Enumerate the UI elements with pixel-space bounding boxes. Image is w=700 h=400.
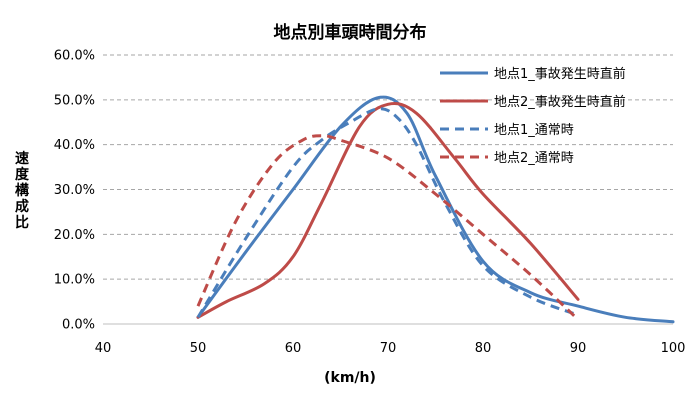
y-tick-label: 0.0%	[62, 318, 95, 333]
y-tick-label: 50.0%	[54, 93, 95, 108]
y-tick-label: 40.0%	[54, 138, 95, 153]
x-tick-label: 100	[661, 341, 686, 356]
series-lines	[196, 95, 675, 324]
series-line-3	[196, 107, 579, 319]
y-tick-label: 10.0%	[54, 273, 95, 288]
legend-label-3: 地点1_通常時	[494, 123, 574, 138]
y-axis-label-char: 速	[15, 150, 29, 167]
legend-label-1: 地点1_事故発生時直前	[494, 66, 626, 82]
x-tick-label: 40	[95, 341, 112, 356]
y-axis-label-char: 構	[15, 182, 29, 199]
y-axis-label-char: 度	[15, 166, 30, 183]
legend-label-2: 地点2_事故発生時直前	[494, 94, 626, 110]
x-axis-label: (km/h)	[324, 370, 376, 386]
y-tick-label: 30.0%	[54, 183, 95, 198]
x-tick-label: 80	[475, 341, 492, 356]
x-tick-labels: 40 50 60 70 80 90 100	[95, 341, 686, 356]
grid	[103, 54, 673, 280]
x-tick-label: 50	[190, 341, 207, 356]
y-tick-label: 60.0%	[54, 49, 95, 64]
legend-label-4: 地点2_通常時	[494, 151, 574, 166]
y-axis-label-char: 比	[15, 214, 29, 231]
x-tick-label: 60	[285, 341, 302, 356]
y-tick-label: 20.0%	[54, 228, 95, 243]
x-tick-label: 90	[570, 341, 587, 356]
chart-title: 地点別車頭時間分布	[274, 22, 427, 43]
series-line-1	[196, 95, 675, 324]
y-axis-label-char: 成	[15, 198, 29, 215]
x-tick-label: 70	[380, 341, 397, 356]
y-tick-labels: 0.0% 10.0% 20.0% 30.0% 40.0% 50.0% 60.0%	[54, 49, 95, 333]
